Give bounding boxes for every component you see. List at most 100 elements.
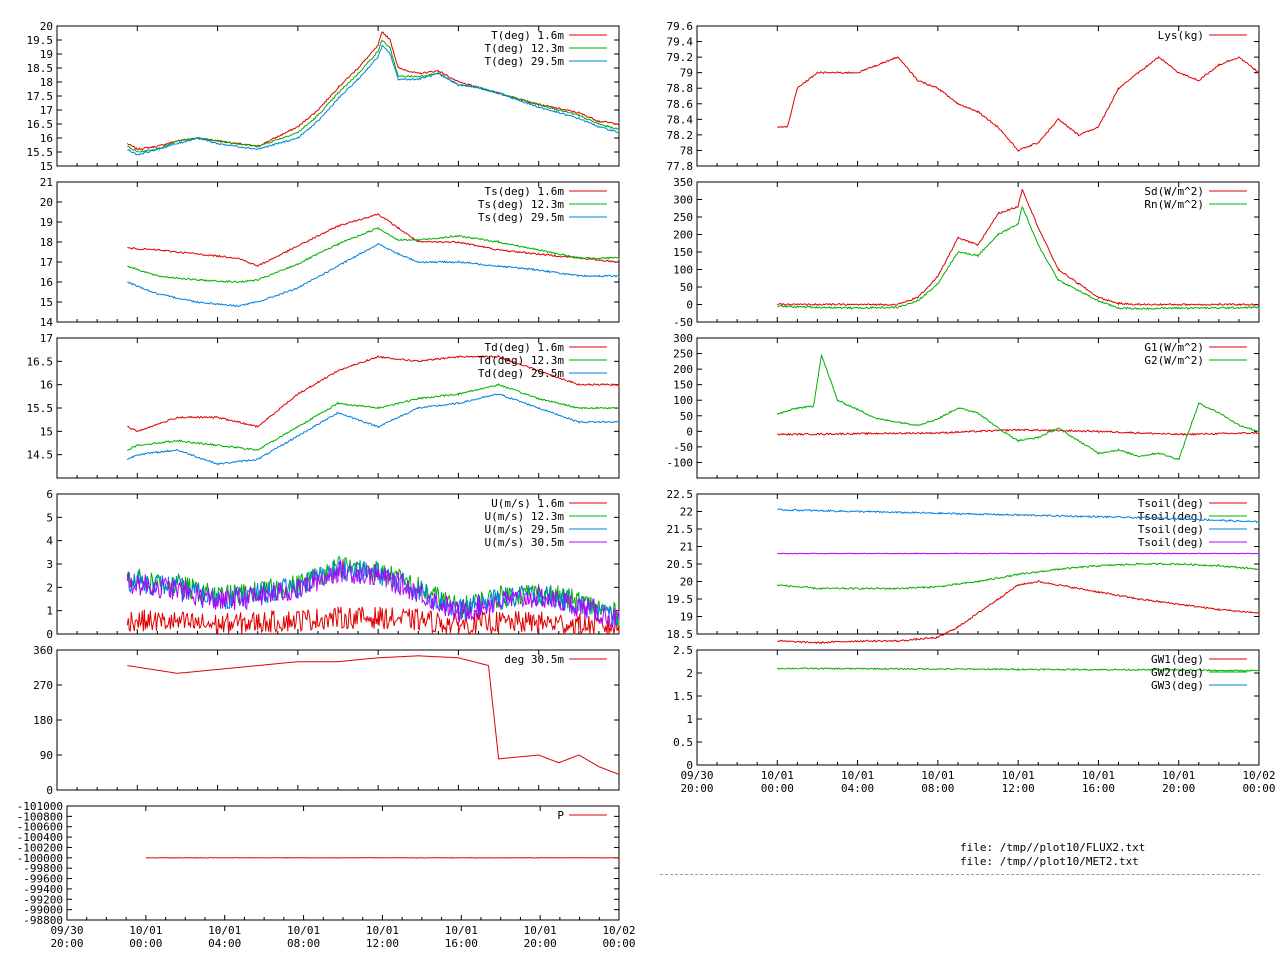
legend-label: T(deg) 12.3m: [485, 42, 565, 55]
y-tick-label: 78.6: [667, 98, 694, 111]
x-tick-label-time: 20:00: [524, 937, 557, 950]
x-tick-label-time: 16:00: [445, 937, 478, 950]
y-tick-label: 16.5: [27, 355, 54, 368]
footer-file-2: file: /tmp//plot10/MET2.txt: [960, 855, 1139, 868]
x-tick-label-time: 00:00: [129, 937, 162, 950]
x-tick-label-date: 10/02: [1242, 769, 1275, 782]
x-tick-label-date: 10/01: [287, 924, 320, 937]
y-tick-label: -100000: [17, 852, 63, 865]
y-tick-label: 78.2: [667, 129, 694, 142]
x-tick-label-date: 10/02: [602, 924, 635, 937]
series-line: [777, 552, 1260, 555]
x-tick-label-time: 12:00: [366, 937, 399, 950]
legend-label: Ts(deg) 1.6m: [485, 185, 565, 198]
y-tick-label: 17: [40, 332, 53, 345]
footer-divider: [660, 874, 1260, 875]
y-tick-label: 15.5: [27, 146, 54, 159]
y-tick-label: 77.8: [667, 160, 694, 173]
legend-label: GW3(deg): [1151, 679, 1204, 692]
series-line: [126, 31, 620, 151]
legend-label: GW2(deg): [1151, 666, 1204, 679]
y-tick-label: 18: [40, 76, 53, 89]
series-line: [776, 667, 1260, 672]
y-tick-label: 150: [673, 379, 693, 392]
y-tick-label: 16: [40, 132, 53, 145]
legend-label: Tsoil(deg): [1138, 497, 1204, 510]
x-tick-label-date: 10/01: [1082, 769, 1115, 782]
y-tick-label: 79: [680, 67, 693, 80]
footer-file-1: file: /tmp//plot10/FLUX2.txt: [960, 841, 1146, 854]
y-tick-label: 16: [40, 276, 53, 289]
series-line: [127, 44, 620, 156]
y-tick-label: -50: [673, 441, 693, 454]
series-line: [127, 355, 620, 432]
y-tick-label: 300: [673, 332, 693, 345]
y-tick-label: 360: [33, 644, 53, 657]
y-tick-label: 180: [33, 714, 53, 727]
y-tick-label: -99400: [23, 883, 63, 896]
y-tick-label: 2: [46, 581, 53, 594]
y-tick-label: -99200: [23, 893, 63, 906]
y-tick-label: -101000: [17, 800, 63, 813]
x-tick-label-time: 00:00: [602, 937, 635, 950]
series-line: [776, 562, 1259, 591]
y-tick-label: -100400: [17, 831, 63, 844]
y-tick-label: 0.5: [673, 736, 693, 749]
y-tick-label: 18.5: [27, 62, 54, 75]
x-tick-label-date: 10/01: [366, 924, 399, 937]
y-tick-label: 350: [673, 176, 693, 189]
y-tick-label: 6: [46, 488, 53, 501]
y-tick-label: 21.5: [667, 523, 694, 536]
y-tick-label: 22.5: [667, 488, 694, 501]
legend-label: Tsoil(deg): [1138, 510, 1204, 523]
y-tick-label: -99600: [23, 873, 63, 886]
legend-label: Td(deg) 1.6m: [485, 341, 565, 354]
x-tick-label-date: 10/01: [524, 924, 557, 937]
legend-label: T(deg) 1.6m: [491, 29, 564, 42]
y-tick-label: -100800: [17, 810, 63, 823]
series-line: [777, 189, 1260, 307]
y-tick-label: 78.8: [667, 82, 694, 95]
y-tick-label: 200: [673, 229, 693, 242]
legend-label: deg 30.5m: [504, 653, 564, 666]
y-tick-label: 19: [680, 611, 693, 624]
x-tick-label-date: 10/01: [208, 924, 241, 937]
y-tick-label: 1: [686, 713, 693, 726]
legend-label: Ts(deg) 29.5m: [478, 211, 564, 224]
legend-label: G2(W/m^2): [1144, 354, 1204, 367]
x-tick-label-date: 10/01: [841, 769, 874, 782]
y-tick-label: 150: [673, 246, 693, 259]
legend-label: U(m/s) 29.5m: [485, 523, 565, 536]
y-tick-label: 0: [686, 299, 693, 312]
y-tick-label: 5: [46, 511, 53, 524]
y-tick-label: 78: [680, 144, 693, 157]
series-line: [126, 558, 620, 629]
y-tick-label: 79.2: [667, 51, 694, 64]
y-tick-label: 20: [40, 196, 53, 209]
plot-frame: [56, 649, 620, 791]
y-tick-label: 19.5: [667, 593, 694, 606]
y-tick-label: 19.5: [27, 34, 54, 47]
series-line: [127, 39, 620, 153]
legend-label: P: [557, 809, 564, 822]
y-tick-label: 17.5: [27, 90, 54, 103]
y-tick-label: 22: [680, 506, 693, 519]
y-tick-label: 250: [673, 348, 693, 361]
plot-frame: [66, 805, 620, 921]
y-tick-label: 79.6: [667, 20, 694, 33]
x-tick-label-time: 00:00: [1242, 782, 1275, 795]
legend-label: Td(deg) 12.3m: [478, 354, 564, 367]
y-tick-label: -100: [667, 456, 694, 469]
y-tick-label: 18.5: [667, 628, 694, 641]
x-tick-label-time: 20:00: [1162, 782, 1195, 795]
y-tick-label: -50: [673, 316, 693, 329]
y-tick-label: 90: [40, 749, 53, 762]
series-line: [777, 428, 1260, 436]
y-tick-label: 0: [46, 784, 53, 797]
y-tick-label: 17: [40, 256, 53, 269]
y-tick-label: 19: [40, 48, 53, 61]
y-tick-label: 15: [40, 160, 53, 173]
y-tick-label: 200: [673, 363, 693, 376]
plot-frame: [696, 25, 1260, 167]
x-tick-label-date: 10/01: [921, 769, 954, 782]
